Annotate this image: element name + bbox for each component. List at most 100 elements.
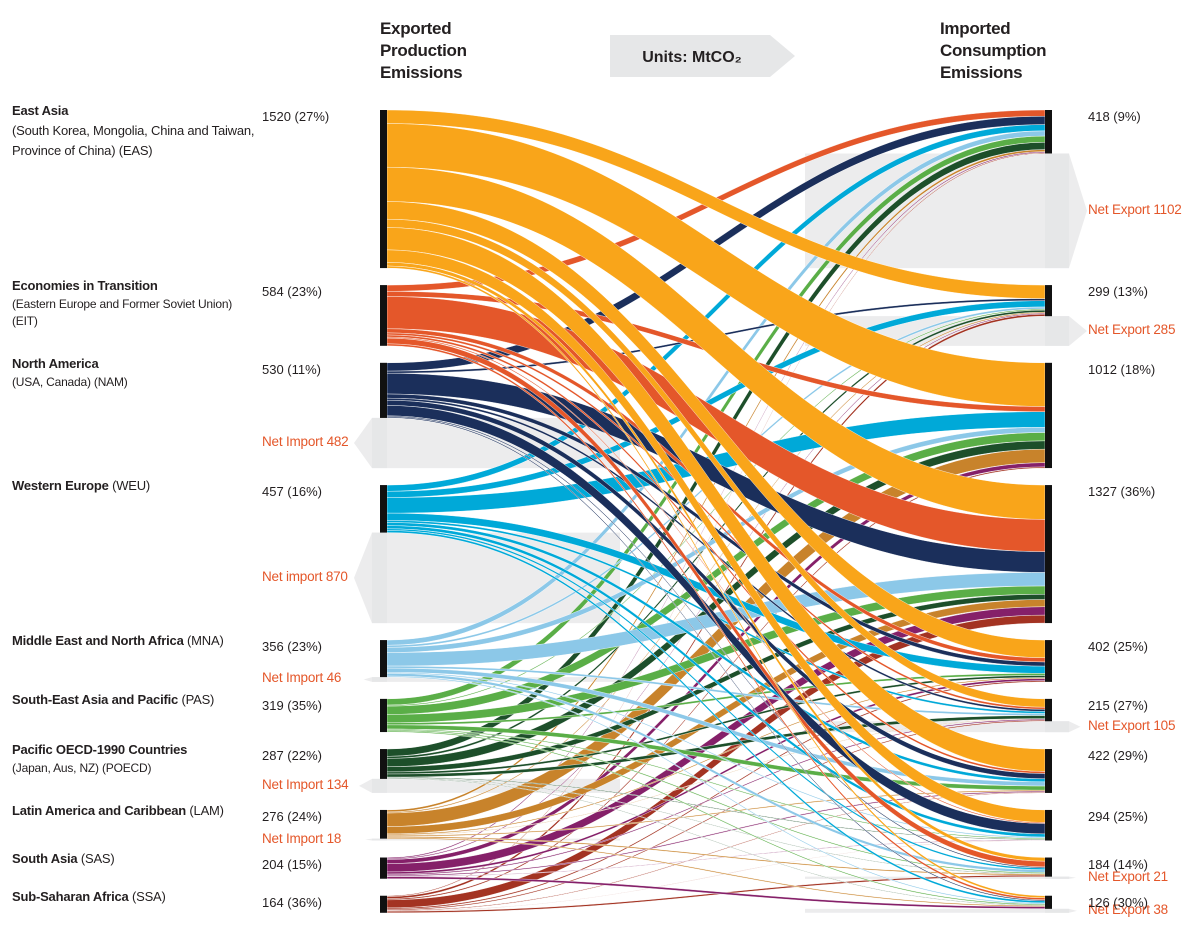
region-code: (SSA) [131, 888, 166, 904]
export-value: 457 (16%) [262, 484, 322, 500]
export-bar [380, 809, 387, 839]
export-value: 530 (11%) [262, 361, 322, 377]
import-bar [1045, 857, 1052, 877]
region-label: South-East Asia and Pacific (PAS) [12, 690, 257, 710]
region-detail: (South Korea, Mongolia, China and Taiwan… [12, 123, 255, 158]
region-code: (WEU) [112, 478, 151, 494]
import-value: 184 (14%) [1088, 856, 1148, 872]
region-label: Latin America and Caribbean (LAM) [12, 801, 257, 821]
region-label: North America (USA, Canada) (NAM) [12, 354, 257, 391]
net-arrow [372, 532, 387, 624]
export-value: 164 (36%) [262, 894, 322, 910]
region-label: Economies in Transition (Eastern Europe a… [12, 276, 257, 330]
net-band [359, 778, 620, 793]
region-detail: (USA, Canada) (NAM) [12, 374, 128, 389]
export-value: 1520 (27%) [262, 109, 330, 124]
export-value: 287 (22%) [262, 748, 322, 764]
net-arrow [1045, 908, 1069, 913]
import-bar [1045, 362, 1052, 469]
import-value: 1012 (18%) [1088, 361, 1156, 377]
import-bar [1045, 809, 1052, 841]
region-name: Middle East and North Africa [12, 633, 184, 649]
import-bar [1045, 698, 1052, 722]
region-name: East Asia [12, 103, 69, 118]
export-bar [380, 362, 387, 418]
net-arrow [1045, 316, 1069, 346]
region-detail: (Japan, Aus, NZ) (POECD) [12, 761, 152, 776]
import-value: 299 (13%) [1088, 284, 1148, 300]
net-label: Net import 870 [262, 568, 348, 584]
import-bar [1045, 749, 1052, 793]
import-header: Imported Consumption Emissions [940, 19, 1047, 82]
region-code: (MNA) [187, 633, 224, 649]
net-arrow [372, 677, 387, 682]
export-bar [380, 640, 387, 678]
export-value: 356 (23%) [262, 639, 322, 655]
region-label: East Asia (South Korea, Mongolia, China a… [12, 101, 257, 161]
import-value: 1327 (36%) [1088, 484, 1156, 500]
net-arrow [1045, 721, 1069, 733]
export-header: Exported Production Emissions [380, 19, 467, 82]
import-bar [1045, 485, 1052, 624]
import-bar [1045, 640, 1052, 682]
import-value: 402 (25%) [1088, 639, 1148, 655]
net-arrow [372, 838, 387, 841]
import-value: 126 (30%) [1088, 894, 1148, 910]
export-value: 584 (23%) [262, 284, 322, 300]
net-label: Net Export 1102 [1088, 201, 1182, 217]
export-bar [380, 485, 387, 533]
export-bar [380, 698, 387, 733]
region-name: Pacific OECD-1990 Countries [12, 742, 188, 758]
net-arrow [372, 778, 387, 793]
net-band [805, 908, 1077, 913]
export-bar [380, 749, 387, 779]
region-name: Economies in Transition [12, 278, 158, 294]
region-name: South-East Asia and Pacific [12, 691, 179, 707]
net-arrow [372, 417, 387, 469]
units-arrow [610, 35, 795, 77]
net-label: Net Import 134 [262, 776, 349, 792]
region-label: Sub-Saharan Africa (SSA) [12, 887, 257, 907]
region-label: Western Europe (WEU) [12, 476, 257, 496]
net-label: Net Import 46 [262, 670, 342, 686]
export-bar [380, 110, 387, 269]
export-bar [380, 285, 387, 346]
net-label: Net Export 21 [1088, 868, 1168, 884]
export-bar [380, 895, 387, 913]
export-bar [380, 857, 387, 879]
region-code: (SAS) [80, 850, 115, 866]
region-label: Middle East and North Africa (MNA) [12, 631, 257, 651]
region-name: Western Europe [12, 478, 109, 494]
net-arrow [1045, 153, 1069, 269]
net-label: Net Import 482 [262, 434, 349, 449]
region-label: South Asia (SAS) [12, 849, 257, 869]
units: Units: MtCO₂ [642, 49, 742, 66]
net-label: Net Export 105 [1088, 717, 1176, 733]
export-value: 276 (24%) [262, 808, 322, 824]
export-value: 319 (35%) [262, 697, 322, 713]
net-arrow [1045, 876, 1069, 879]
export-value: 204 (15%) [262, 856, 322, 872]
region-code: (PAS) [181, 691, 215, 707]
region-detail: (Eastern Europe and Former Soviet Union)… [12, 297, 233, 329]
flow [386, 840, 1046, 912]
region-name: South Asia [12, 850, 78, 866]
import-bar [1045, 895, 1052, 909]
import-value: 215 (27%) [1088, 697, 1148, 713]
region-label: Pacific OECD-1990 Countries (Japan, Aus, … [12, 740, 257, 777]
net-band [805, 153, 1087, 269]
import-bar [1045, 285, 1052, 317]
region-name: North America [12, 355, 99, 371]
import-value: 294 (25%) [1088, 808, 1148, 824]
net-label: Net Export 38 [1088, 901, 1168, 917]
net-label: Net Export 285 [1088, 321, 1176, 337]
region-name: Sub-Saharan Africa [12, 888, 129, 904]
region-name: Latin America and Caribbean [12, 802, 186, 818]
import-bar [1045, 110, 1052, 154]
import-value: 422 (29%) [1088, 748, 1148, 764]
import-value: 418 (9%) [1088, 109, 1141, 124]
region-code: (LAM) [189, 802, 224, 818]
net-label: Net Import 18 [262, 830, 342, 846]
